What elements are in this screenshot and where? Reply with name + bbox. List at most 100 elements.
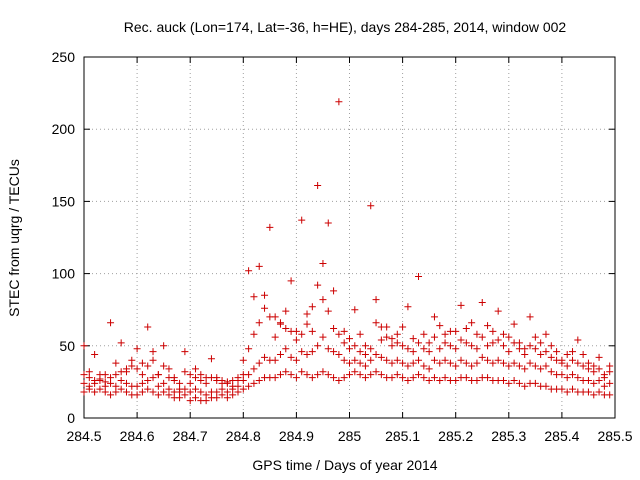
- data-point: [425, 376, 433, 384]
- data-point: [563, 374, 571, 382]
- data-point: [192, 394, 200, 402]
- data-point: [266, 313, 274, 321]
- x-tick-label: 285: [338, 428, 362, 444]
- data-point: [367, 202, 375, 210]
- data-point: [537, 365, 545, 373]
- data-point: [499, 376, 507, 384]
- data-point: [324, 371, 332, 379]
- data-point: [138, 371, 146, 379]
- data-point: [287, 353, 295, 361]
- data-point: [356, 348, 364, 356]
- data-point: [430, 313, 438, 321]
- data-point: [117, 385, 125, 393]
- data-point: [346, 345, 353, 353]
- data-point: [186, 397, 194, 405]
- data-point: [547, 342, 555, 350]
- data-point: [85, 385, 93, 393]
- data-point: [138, 388, 146, 396]
- data-point: [425, 348, 433, 356]
- data-point: [372, 296, 380, 304]
- data-point: [223, 379, 231, 387]
- data-point: [107, 379, 115, 387]
- data-point: [558, 371, 566, 379]
- data-point: [563, 362, 571, 370]
- data-point: [542, 382, 550, 390]
- data-point: [505, 362, 513, 370]
- data-point: [356, 359, 364, 367]
- data-point: [441, 374, 449, 382]
- data-point: [138, 359, 146, 367]
- data-point: [250, 379, 258, 387]
- data-point: [515, 362, 523, 370]
- data-point: [192, 385, 200, 393]
- data-point: [160, 379, 168, 387]
- data-point: [393, 339, 401, 347]
- data-point: [298, 216, 306, 224]
- data-point: [452, 362, 460, 370]
- x-tick-labels: 284.5 284.6 284.7 284.8 284.9 285 285.1 285.2 28…: [66, 428, 632, 444]
- data-point: [261, 291, 269, 299]
- data-point: [80, 379, 88, 387]
- x-tick-label: 284.8: [226, 428, 261, 444]
- data-point: [101, 371, 109, 379]
- data-point: [499, 359, 507, 367]
- data-point: [409, 359, 417, 367]
- data-point: [308, 374, 316, 382]
- data-point: [510, 320, 518, 328]
- data-point: [531, 362, 539, 370]
- data-point: [462, 374, 470, 382]
- data-point: [303, 310, 311, 318]
- data-point: [117, 376, 125, 384]
- data-point: [80, 371, 88, 379]
- data-point: [484, 374, 492, 382]
- data-point: [271, 374, 279, 382]
- x-tick-label: 284.6: [120, 428, 155, 444]
- data-point: [436, 322, 444, 330]
- data-point: [377, 371, 385, 379]
- data-point: [494, 307, 502, 315]
- data-point: [149, 348, 157, 356]
- data-point: [314, 281, 322, 289]
- data-point: [149, 388, 157, 396]
- data-point: [276, 371, 284, 379]
- chart-title: Rec. auck (Lon=174, Lat=-36, h=HE), days…: [124, 19, 567, 35]
- data-point: [468, 342, 476, 350]
- data-point: [462, 324, 470, 332]
- data-point: [425, 365, 433, 373]
- data-point: [213, 394, 221, 402]
- data-point: [250, 330, 258, 338]
- data-point: [303, 320, 311, 328]
- x-tick-label: 285.1: [385, 428, 420, 444]
- data-point: [181, 391, 189, 399]
- data-point: [457, 336, 465, 344]
- data-point: [229, 376, 237, 384]
- data-point: [606, 368, 614, 376]
- data-points: [80, 98, 614, 405]
- data-point: [271, 356, 279, 364]
- data-point: [149, 374, 157, 382]
- data-point: [319, 259, 327, 267]
- data-point: [600, 374, 608, 382]
- data-point: [542, 330, 550, 338]
- data-point: [261, 304, 269, 312]
- data-point: [122, 388, 130, 396]
- data-point: [149, 356, 157, 364]
- data-point: [452, 345, 460, 353]
- data-point: [499, 342, 507, 350]
- data-point: [319, 296, 327, 304]
- data-point: [223, 394, 231, 402]
- data-point: [335, 98, 343, 106]
- data-point: [133, 345, 141, 353]
- data-point: [388, 342, 396, 350]
- data-point: [484, 356, 492, 364]
- data-point: [574, 336, 582, 344]
- data-point: [144, 323, 152, 331]
- data-point: [351, 306, 359, 314]
- data-point: [154, 391, 162, 399]
- data-point: [367, 345, 375, 353]
- data-point: [346, 359, 353, 367]
- data-point: [197, 388, 205, 396]
- data-point: [154, 382, 162, 390]
- data-point: [569, 356, 577, 364]
- data-point: [372, 350, 380, 358]
